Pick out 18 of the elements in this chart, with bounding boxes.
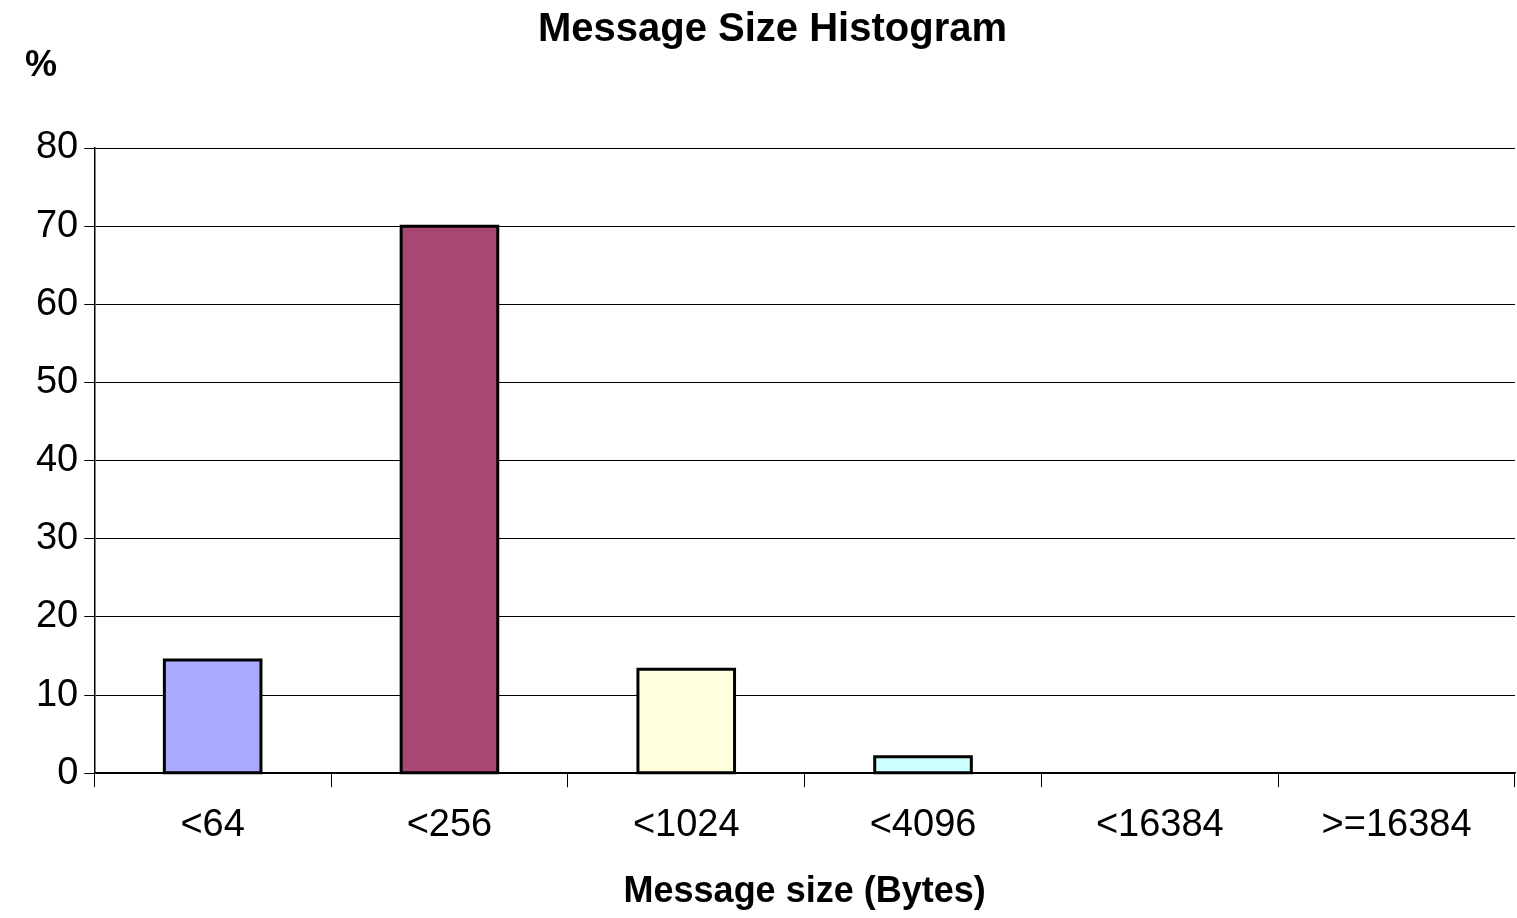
x-tick-label: <1024 [632, 802, 740, 845]
x-tick-label: <16384 [1095, 802, 1224, 845]
y-axis-title: % [24, 42, 58, 84]
y-tick-label: 80 [35, 124, 79, 167]
y-tick-label: 10 [35, 671, 79, 714]
y-tick-label: 70 [35, 202, 79, 245]
x-tick-label: >=16384 [1321, 802, 1472, 845]
x-tick-label: <4096 [869, 802, 977, 845]
y-tick-label: 20 [35, 593, 79, 636]
y-tick-label: 0 [57, 749, 79, 792]
chart-title: Message Size Histogram [537, 5, 1008, 50]
y-tick-label: 50 [35, 358, 79, 401]
x-axis-title: Message size (Bytes) [623, 869, 986, 911]
x-tick-label: <64 [180, 802, 245, 845]
x-tick-label: <256 [406, 802, 493, 845]
y-tick-label: 40 [35, 437, 79, 480]
y-tick-label: 30 [35, 515, 79, 558]
y-tick-label: 60 [35, 280, 79, 323]
